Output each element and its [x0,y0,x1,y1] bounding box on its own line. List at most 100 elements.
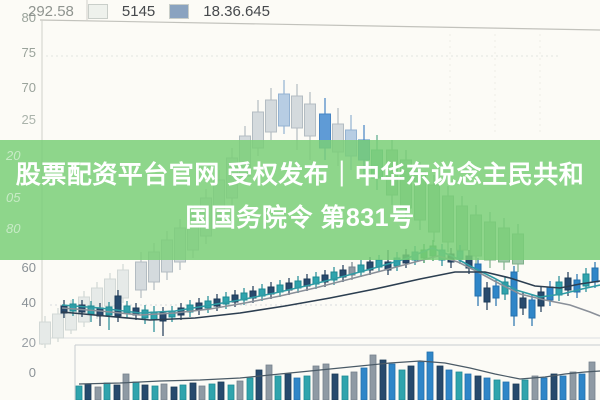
volume-bar [388,363,396,400]
candle-body [528,299,536,319]
volume-bar [540,377,548,400]
volume-bar [132,381,140,400]
candle-body [213,298,221,307]
volume-bar [113,384,121,400]
volume-bar [208,383,216,400]
volume-bar [293,377,301,400]
headline-line-2: 国国务院令 第831号 [185,204,415,232]
volume-bar [588,361,596,400]
volume-bar [445,369,453,400]
legend-value-1: 292.58 [28,2,74,20]
volume-bar [521,379,529,400]
volume-bar [369,354,377,400]
volume-bar [236,380,244,400]
candle-body [492,285,500,299]
band-axis-label: 80 [6,221,21,236]
volume-bar [578,373,586,400]
volume-bar [455,371,463,400]
volume-bar [407,365,415,400]
volume-bar [94,386,102,400]
volume-bar [398,369,406,400]
band-axis-label: 20 [6,148,21,163]
ghost-candle-body [104,278,116,307]
candle-body [150,311,158,321]
volume-bar [189,382,197,400]
headline-text: 股票配资平台官网 受权发布｜中华东说念主民共和 国国务院令 第831号 [0,154,600,240]
volume-bar [75,385,83,400]
legend-swatch-1 [87,3,108,19]
candle-body [78,304,86,313]
candle-body [231,294,239,303]
volume-bar [331,373,339,400]
volume-bar [322,363,330,400]
volume-bar [84,383,92,400]
volume-bar [265,364,273,400]
volume-bar [227,384,235,400]
candle-body [519,297,527,309]
ghost-candle-body [265,99,277,133]
volume-bar [303,375,311,400]
axis-label: 0 [29,365,36,380]
volume-bar [312,365,320,400]
candle-body [114,295,122,317]
volume-ma-line [78,360,600,385]
candle-body [69,303,77,312]
axis-label: 80 [22,10,36,25]
axis-label: 20 [22,335,36,350]
volume-bar [417,361,425,400]
candle-body [321,274,329,283]
volume-bar [246,377,254,400]
volume-bar [255,369,263,400]
headline-band: 20 05 80 股票配资平台官网 受权发布｜中华东说念主民共和 国国务院令 第83… [0,140,600,260]
axis-label: 60 [22,260,36,275]
candle-body [510,271,518,317]
candle-body [330,271,338,281]
ghost-candle-body [304,103,316,137]
volume-bar [474,375,482,400]
ma-line [61,271,600,321]
volume-bar [160,383,168,400]
axis-label: 40 [22,295,36,310]
axis-label: 25 [22,112,36,127]
legend-value-2: 5145 [121,2,156,20]
legend-swatch-2 [169,3,190,19]
volume-bar [284,373,292,400]
candle-body [60,305,68,314]
candle-body [582,273,590,287]
volume-bar [559,375,567,400]
candle-body [546,286,554,301]
volume-bar [341,375,349,400]
ma-line [61,247,600,314]
legend-value-3: 18.36.645 [203,2,270,20]
ma-line [61,255,600,317]
volume-bar [379,359,387,400]
volume-bar [274,375,282,400]
volume-bar [426,351,434,400]
ghost-candle-body [117,269,129,299]
volume-bar [350,371,358,400]
volume-bar [122,373,130,400]
axis-label: 70 [22,80,36,95]
volume-bar [198,385,206,400]
ghost-candle-body [278,93,290,127]
candle-body [564,277,572,291]
candle-body [222,296,230,305]
frame-line [39,19,600,31]
volume-bar [502,381,510,400]
volume-bar [141,384,149,400]
ghost-candle-body [39,321,51,345]
volume-bar [569,371,577,400]
volume-bar [550,373,558,400]
ghost-candle-body [52,313,64,339]
volume-bar [464,373,472,400]
chart-legend: 292.58 5145 18.36.645 [28,1,270,21]
volume-bar [436,365,444,400]
volume-bar [179,384,187,400]
volume-bar [531,375,539,400]
band-axis-label: 05 [6,190,21,205]
volume-bar [493,379,501,400]
volume-bar [483,377,491,400]
volume-bar [151,385,159,400]
volume-bar [170,386,178,400]
